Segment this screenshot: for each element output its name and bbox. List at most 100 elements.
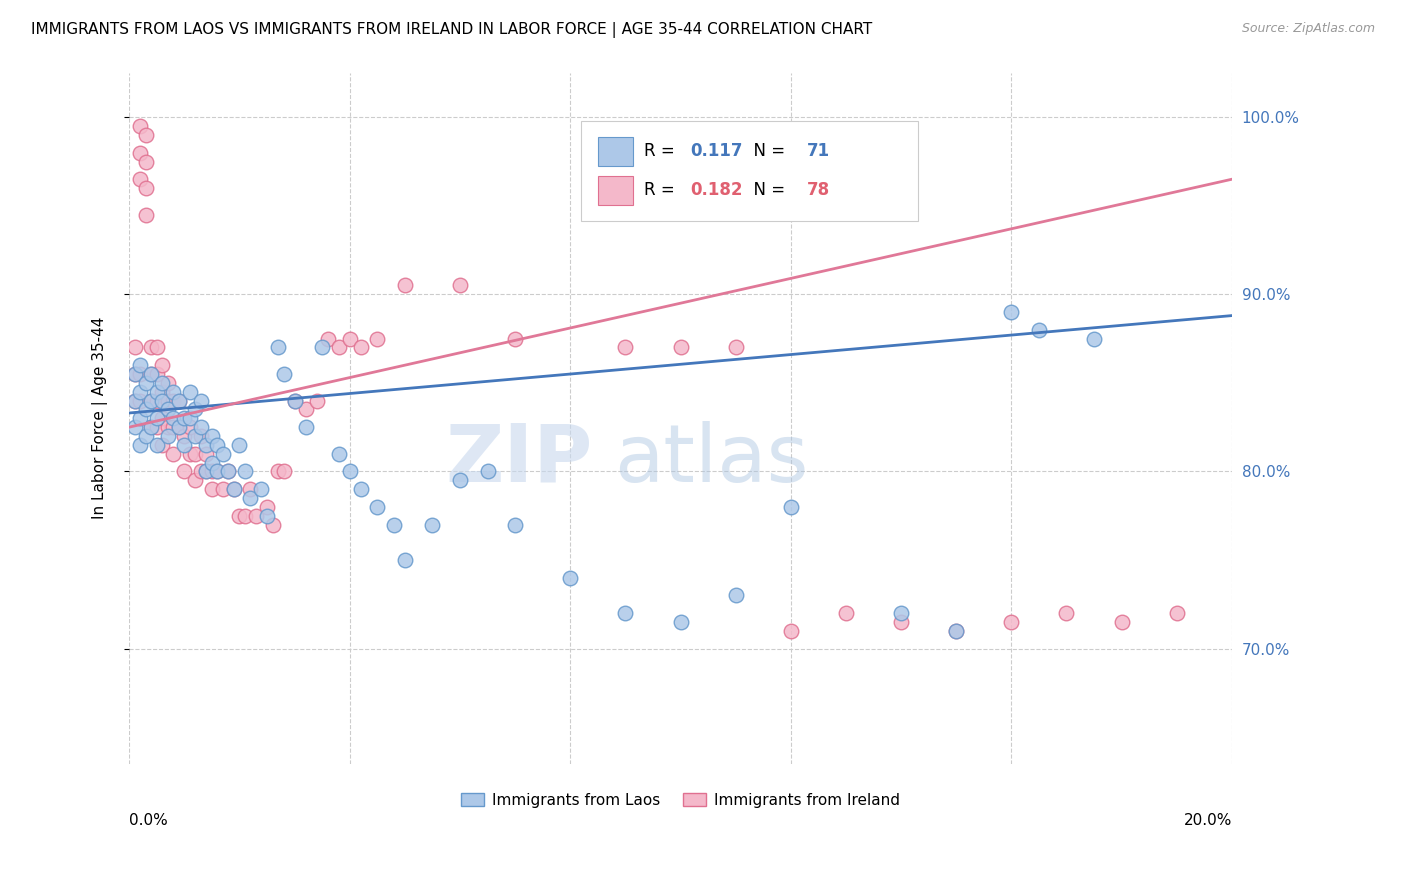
Point xyxy=(284,393,307,408)
Text: IMMIGRANTS FROM LAOS VS IMMIGRANTS FROM IRELAND IN LABOR FORCE | AGE 35-44 CORRE: IMMIGRANTS FROM LAOS VS IMMIGRANTS FROM … xyxy=(31,22,872,38)
Point xyxy=(156,420,179,434)
Text: 20.0%: 20.0% xyxy=(1184,814,1232,828)
Point xyxy=(228,508,250,523)
Point xyxy=(890,606,912,620)
Point xyxy=(135,154,157,169)
Point xyxy=(141,393,163,408)
Point xyxy=(217,465,239,479)
Point xyxy=(1166,606,1188,620)
Point xyxy=(294,420,316,434)
Point xyxy=(129,438,152,452)
Point xyxy=(173,411,195,425)
Point xyxy=(228,438,250,452)
Point xyxy=(145,420,167,434)
Point xyxy=(339,332,361,346)
Point xyxy=(162,420,184,434)
Point xyxy=(201,456,224,470)
Point xyxy=(222,482,245,496)
Point xyxy=(190,465,212,479)
Point xyxy=(179,411,201,425)
Point xyxy=(614,606,637,620)
Point xyxy=(207,438,229,452)
Point xyxy=(262,517,284,532)
Point xyxy=(150,438,173,452)
Point xyxy=(141,420,163,434)
Text: 0.182: 0.182 xyxy=(690,181,742,200)
Text: R =: R = xyxy=(644,142,681,160)
Point xyxy=(162,384,184,399)
Point xyxy=(173,429,195,443)
Point xyxy=(222,482,245,496)
Point xyxy=(167,393,190,408)
Point xyxy=(1056,606,1078,620)
Point xyxy=(145,438,167,452)
Point xyxy=(366,500,388,514)
Point xyxy=(945,624,967,638)
Point xyxy=(350,341,373,355)
Point xyxy=(195,438,218,452)
Point xyxy=(422,517,444,532)
Point xyxy=(129,145,152,160)
Text: N =: N = xyxy=(744,142,790,160)
Point xyxy=(212,482,235,496)
Point xyxy=(212,447,235,461)
Point xyxy=(184,429,207,443)
Point xyxy=(217,465,239,479)
Point xyxy=(560,571,582,585)
Point xyxy=(273,367,295,381)
Point xyxy=(1028,323,1050,337)
Point xyxy=(141,341,163,355)
Point xyxy=(1083,332,1105,346)
Point xyxy=(273,465,295,479)
Point xyxy=(184,447,207,461)
Point xyxy=(305,393,328,408)
Point xyxy=(135,402,157,417)
Point xyxy=(129,384,152,399)
Point xyxy=(201,482,224,496)
Point xyxy=(156,429,179,443)
Point xyxy=(350,482,373,496)
Point xyxy=(135,429,157,443)
Point xyxy=(1000,305,1022,319)
Point xyxy=(145,341,167,355)
Point xyxy=(129,119,152,133)
Point xyxy=(366,332,388,346)
Point xyxy=(129,358,152,372)
Point xyxy=(328,447,350,461)
Point xyxy=(141,393,163,408)
Point xyxy=(124,420,146,434)
Point xyxy=(135,181,157,195)
Point xyxy=(150,393,173,408)
Point xyxy=(449,278,471,293)
Point xyxy=(614,341,637,355)
Point xyxy=(129,411,152,425)
Point xyxy=(150,411,173,425)
Text: R =: R = xyxy=(644,181,681,200)
FancyBboxPatch shape xyxy=(598,136,633,166)
Point xyxy=(201,429,224,443)
Point xyxy=(328,341,350,355)
Point xyxy=(135,376,157,390)
Point xyxy=(173,438,195,452)
Text: 78: 78 xyxy=(807,181,831,200)
Point xyxy=(201,465,224,479)
Point xyxy=(167,420,190,434)
Point xyxy=(239,491,262,505)
Text: 0.117: 0.117 xyxy=(690,142,742,160)
Point xyxy=(477,465,499,479)
Point xyxy=(141,367,163,381)
Text: atlas: atlas xyxy=(614,421,808,499)
Point xyxy=(190,420,212,434)
Point xyxy=(195,447,218,461)
Point xyxy=(184,402,207,417)
Text: 0.0%: 0.0% xyxy=(129,814,167,828)
Point xyxy=(256,508,278,523)
Point xyxy=(449,473,471,487)
Point xyxy=(179,420,201,434)
Text: N =: N = xyxy=(744,181,790,200)
Point xyxy=(141,420,163,434)
Text: Source: ZipAtlas.com: Source: ZipAtlas.com xyxy=(1241,22,1375,36)
Text: 71: 71 xyxy=(807,142,831,160)
Point xyxy=(239,482,262,496)
Point xyxy=(503,517,526,532)
